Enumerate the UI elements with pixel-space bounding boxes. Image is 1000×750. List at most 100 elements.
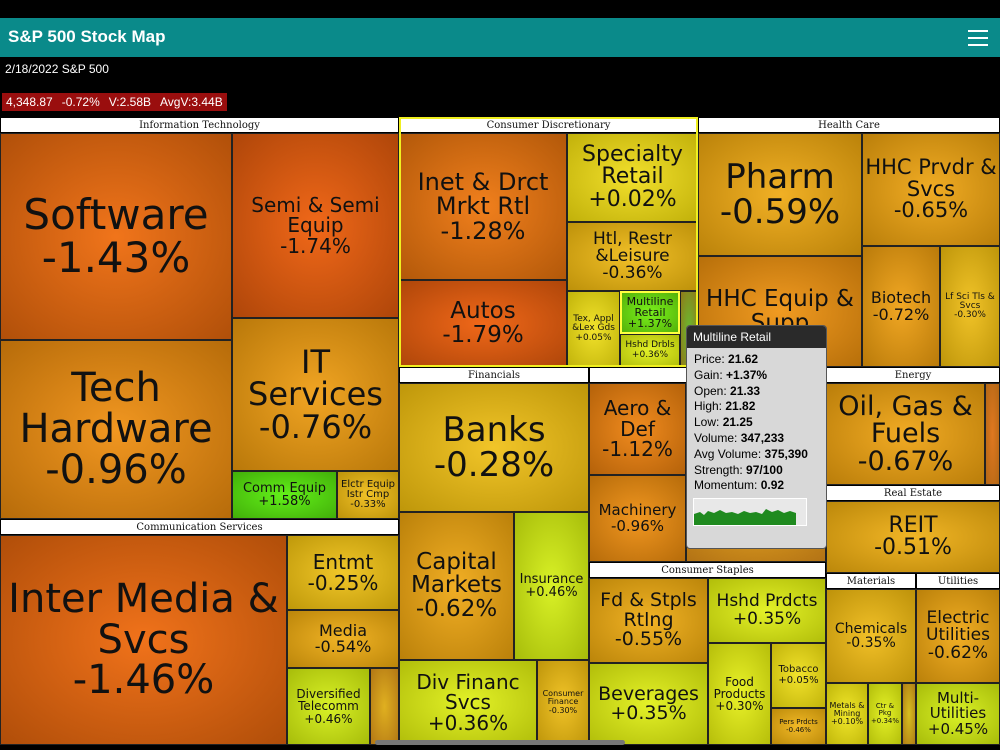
tile-name: Chemicals: [834, 620, 908, 637]
tile-change: -1.12%: [602, 437, 673, 462]
tile-name: Insurance: [519, 571, 584, 587]
row-value: +1.37%: [726, 367, 768, 382]
tile[interactable]: Htl, Restr &Leisure -0.36%: [567, 222, 698, 291]
tile-change: +0.35%: [732, 608, 802, 629]
tile[interactable]: Multiline Retail +1.37%: [620, 291, 680, 334]
tile-change: -0.25%: [307, 570, 379, 595]
sparkline: [693, 498, 807, 526]
tile[interactable]: Pharm -0.59%: [698, 133, 862, 256]
tile[interactable]: REIT -0.51%: [826, 501, 1000, 573]
sector-header: Energy: [826, 367, 1000, 383]
tile[interactable]: Semi & Semi Equip -1.74%: [232, 133, 399, 318]
tile-change: -0.76%: [258, 407, 373, 446]
tile[interactable]: Consumer Finance -0.30%: [537, 660, 589, 745]
tile[interactable]: Banks -0.28%: [399, 383, 589, 512]
tile-name: Tex, Appl &Lex Gds: [572, 314, 615, 334]
tile-name: Capital Markets: [410, 548, 503, 599]
tile-change: -1.74%: [280, 233, 351, 258]
tile-name: Aero & Def: [603, 396, 672, 441]
tile[interactable]: Div Financ Svcs +0.36%: [399, 660, 537, 745]
tile[interactable]: Machinery -0.96%: [589, 475, 686, 562]
tile-name: Software: [23, 189, 209, 239]
tile-name: Biotech: [870, 288, 932, 308]
tile-change: -0.72%: [872, 304, 930, 324]
tile-name: Multiline Retail: [626, 294, 674, 319]
row-value: 347,233: [740, 430, 785, 445]
tile-name: Tech Hardware: [19, 365, 213, 453]
tile-name: Electric Utilities: [926, 608, 990, 646]
tile-name: Pharm: [725, 156, 835, 197]
tile[interactable]: Metals & Mining +0.10%: [826, 683, 868, 745]
tile-change: -0.35%: [846, 635, 896, 651]
tooltip: Multiline Retail Price: 21.62 Gain: +1.37…: [686, 325, 827, 549]
tooltip-title: Multiline Retail: [687, 326, 826, 348]
tile-change: -0.65%: [893, 198, 969, 223]
tile[interactable]: Diversified Telecomm +0.46%: [287, 668, 370, 745]
stat: AvgV:3.44B: [160, 95, 223, 109]
sector-header: Materials: [826, 573, 916, 589]
tile[interactable]: Hshd Drbls +0.36%: [620, 334, 680, 367]
tile-change: -0.62%: [415, 595, 498, 622]
tile[interactable]: Electric Utilities -0.62%: [916, 589, 1000, 683]
tile[interactable]: Comm Equip +1.58%: [232, 471, 337, 519]
stat: -0.72%: [61, 95, 100, 109]
tile[interactable]: Entmt -0.25%: [287, 535, 399, 610]
tile[interactable]: Autos -1.79%: [399, 280, 567, 367]
tile[interactable]: IT Services -0.76%: [232, 318, 399, 471]
row-label: Strength:: [694, 462, 743, 477]
tile[interactable]: Inet & Drct Mrkt Rtl -1.28%: [399, 133, 567, 280]
tile-change: -0.55%: [614, 628, 683, 651]
tile[interactable]: Inter Media & Svcs -1.46%: [0, 535, 287, 745]
tile[interactable]: HHC Prvdr & Svcs -0.65%: [862, 133, 1000, 246]
tile[interactable]: Tex, Appl &Lex Gds +0.05%: [567, 291, 620, 367]
tile-name: IT Services: [248, 342, 383, 414]
tile[interactable]: Aero & Def -1.12%: [589, 383, 686, 475]
tile-change: +0.10%: [830, 717, 864, 727]
tile[interactable]: Media -0.54%: [287, 610, 399, 668]
tile-name: Consumer Finance: [542, 689, 584, 707]
tile-name: Entmt: [312, 550, 374, 575]
tile-change: -0.96%: [45, 446, 187, 493]
tile-name: Metals & Mining: [829, 700, 865, 718]
tile: [370, 668, 399, 745]
tile-name: Machinery: [598, 501, 677, 520]
tile-name: Comm Equip: [242, 480, 327, 496]
tile[interactable]: Hshd Prdcts +0.35%: [708, 578, 826, 643]
menu-button[interactable]: [966, 27, 990, 49]
tile[interactable]: Oil, Gas & Fuels -0.67%: [826, 383, 985, 485]
tile-change: +0.46%: [304, 711, 353, 726]
tile-change: +0.35%: [610, 702, 687, 724]
tile[interactable]: Ctr & Pkg +0.34%: [868, 683, 902, 745]
tile-change: -1.46%: [72, 657, 215, 704]
tile[interactable]: Insurance +0.46%: [514, 512, 589, 660]
tile[interactable]: Biotech -0.72%: [862, 246, 940, 367]
tile[interactable]: Multi-Utilities +0.45%: [916, 683, 1000, 745]
tile[interactable]: Elctr Equip Istr Cmp -0.33%: [337, 471, 399, 519]
tile[interactable]: Tobacco +0.05%: [771, 643, 826, 708]
tile[interactable]: Tech Hardware -0.96%: [0, 340, 232, 519]
row-label: Avg Volume:: [694, 446, 762, 461]
tooltip-rows: Price: 21.62 Gain: +1.37% Open: 21.33 High:…: [687, 348, 826, 494]
tooltip-row: Volume: 347,233: [687, 431, 826, 447]
row-value: 21.82: [725, 399, 756, 414]
tile[interactable]: Capital Markets -0.62%: [399, 512, 514, 660]
tile[interactable]: Fd & Stpls Rtlng -0.55%: [589, 578, 708, 663]
tile[interactable]: Specialty Retail +0.02%: [567, 133, 698, 222]
tile-name: Lf Sci Tls & Svcs: [945, 291, 995, 311]
home-indicator: [375, 740, 625, 745]
tile[interactable]: Software -1.43%: [0, 133, 232, 340]
row-value: 21.62: [728, 352, 759, 366]
tile-change: +0.45%: [927, 719, 989, 738]
tooltip-row: Momentum: 0.92: [687, 478, 826, 494]
tile[interactable]: Chemicals -0.35%: [826, 589, 916, 683]
tile-change: -0.36%: [602, 263, 663, 284]
tile: [902, 683, 916, 745]
tile[interactable]: Food Products +0.30%: [708, 643, 771, 745]
tile[interactable]: Lf Sci Tls & Svcs -0.30%: [940, 246, 1000, 367]
tile-name: Tobacco: [778, 664, 819, 676]
tile-change: -0.62%: [927, 642, 989, 663]
tile[interactable]: Pers Prdcts -0.46%: [771, 708, 826, 745]
tile-name: Inet & Drct Mrkt Rtl: [417, 167, 549, 221]
tile[interactable]: Beverages +0.35%: [589, 663, 708, 745]
